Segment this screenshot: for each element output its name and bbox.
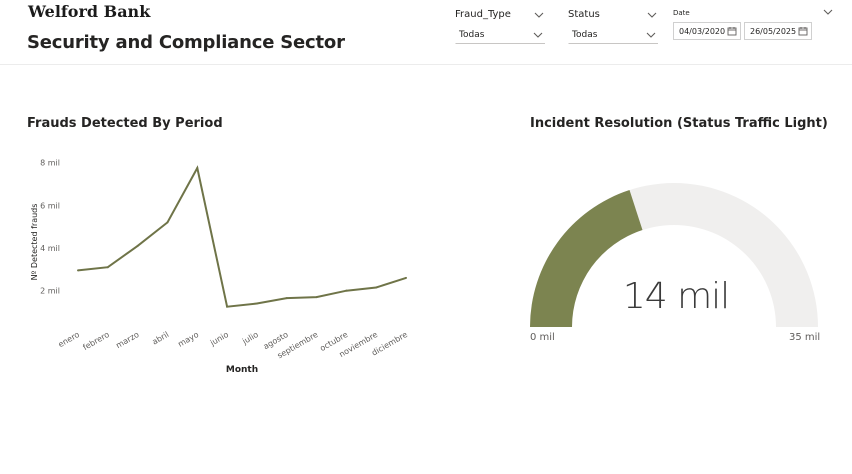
date-end-input[interactable]: 26/05/2025: [744, 22, 812, 40]
date-slicer-title: Date: [673, 9, 690, 17]
data-point[interactable]: [345, 289, 348, 292]
series-line: [77, 165, 407, 308]
gauge-value-label: 14 mil: [622, 276, 730, 317]
data-point[interactable]: [375, 286, 378, 289]
header-divider: [0, 64, 852, 65]
data-point[interactable]: [166, 221, 169, 224]
x-tick-label: abril: [151, 330, 171, 347]
gauge-max-label: 35 mil: [789, 332, 821, 343]
fraud-type-slicer-title: Fraud_Type: [455, 9, 511, 20]
x-tick-label: julio: [240, 330, 260, 347]
data-point[interactable]: [405, 276, 407, 279]
gauge-fill: [530, 190, 643, 327]
fraud-type-slicer: Fraud_Type Todas: [455, 9, 545, 45]
line-chart-title: Frauds Detected By Period: [27, 116, 223, 131]
calendar-icon[interactable]: [798, 26, 808, 36]
chevron-down-icon[interactable]: [823, 7, 833, 17]
status-dropdown[interactable]: Todas: [568, 26, 658, 44]
gauge-min-label: 0 mil: [530, 332, 555, 343]
gauge-title: Incident Resolution (Status Traffic Ligh…: [530, 116, 828, 131]
data-point[interactable]: [106, 266, 109, 269]
chevron-down-icon: [533, 32, 543, 38]
x-tick-label: mayo: [176, 330, 200, 349]
x-axis-label: Month: [226, 365, 258, 375]
date-start-input[interactable]: 04/03/2020: [673, 22, 741, 40]
page-title: Security and Compliance Sector: [27, 32, 345, 53]
data-point[interactable]: [255, 302, 258, 305]
incident-resolution-gauge: [530, 183, 818, 327]
data-point[interactable]: [196, 167, 199, 169]
y-tick-label: 6 mil: [40, 201, 60, 210]
status-selected-value: Todas: [572, 30, 598, 40]
chevron-down-icon: [646, 32, 656, 38]
status-slicer-title: Status: [568, 9, 600, 20]
status-slicer: Status Todas: [568, 9, 658, 45]
chevron-down-icon[interactable]: [647, 10, 657, 20]
y-axis-ticks: 2 mil 4 mil 6 mil 8 mil: [40, 159, 60, 296]
data-point[interactable]: [77, 269, 79, 272]
data-point[interactable]: [285, 297, 288, 300]
y-tick-label: 4 mil: [40, 244, 60, 253]
chevron-down-icon[interactable]: [534, 10, 544, 20]
y-axis-label: Nº Detected frauds: [30, 204, 39, 281]
x-axis-ticks: enero febrero marzo abril mayo junio julio agos…: [57, 330, 409, 361]
x-tick-label: junio: [208, 330, 230, 348]
date-end-value: 26/05/2025: [750, 27, 797, 36]
brand-logo-text: Welford Bank: [28, 2, 151, 21]
y-tick-label: 8 mil: [40, 159, 60, 168]
frauds-line-chart: 2 mil 4 mil 6 mil 8 mil enero febrero marzo ab…: [30, 159, 409, 375]
data-point[interactable]: [226, 305, 229, 308]
data-point[interactable]: [315, 296, 318, 299]
data-point[interactable]: [136, 244, 139, 247]
x-tick-label: febrero: [81, 330, 111, 352]
fraud-type-selected-value: Todas: [459, 30, 485, 40]
x-tick-label: enero: [57, 330, 81, 349]
y-tick-label: 2 mil: [40, 287, 60, 296]
fraud-type-dropdown[interactable]: Todas: [455, 26, 545, 44]
calendar-icon[interactable]: [727, 26, 737, 36]
date-start-value: 04/03/2020: [679, 27, 726, 36]
x-tick-label: marzo: [114, 330, 140, 350]
series-points: [77, 167, 407, 308]
